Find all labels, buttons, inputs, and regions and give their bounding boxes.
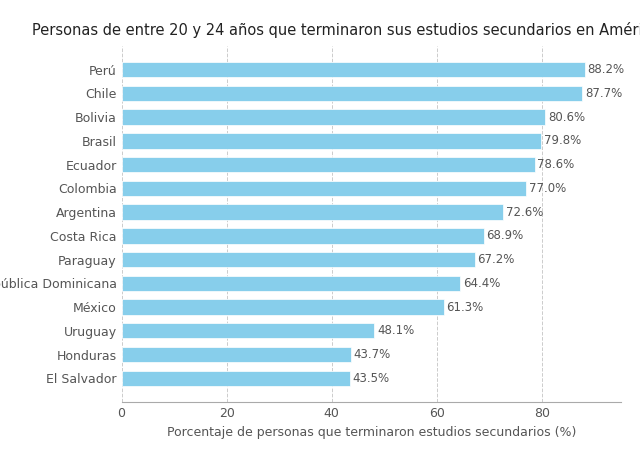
Bar [122,228,484,244]
Bar [122,276,460,291]
Text: 78.6%: 78.6% [537,158,575,171]
Text: 68.9%: 68.9% [486,229,524,242]
Bar [122,252,475,267]
Bar [122,62,585,77]
Text: 72.6%: 72.6% [506,206,543,218]
Bar [122,133,541,149]
Text: 43.7%: 43.7% [354,348,391,361]
Bar [122,323,374,339]
X-axis label: Porcentaje de personas que terminaron estudios secundarios (%): Porcentaje de personas que terminaron es… [166,425,576,439]
Text: 67.2%: 67.2% [477,253,515,266]
Text: 43.5%: 43.5% [353,372,390,385]
Title: Personas de entre 20 y 24 años que terminaron sus estudios secundarios en Améric: Personas de entre 20 y 24 años que termi… [33,21,640,37]
Text: 80.6%: 80.6% [548,111,585,123]
Bar [122,347,351,362]
Bar [122,299,444,315]
Text: 64.4%: 64.4% [463,277,500,290]
Text: 77.0%: 77.0% [529,182,566,195]
Bar [122,204,503,220]
Text: 88.2%: 88.2% [588,63,625,76]
Bar [122,85,582,101]
Text: 79.8%: 79.8% [543,134,581,147]
Bar [122,109,545,125]
Text: 87.7%: 87.7% [585,87,622,100]
Bar [122,181,526,196]
Bar [122,157,534,172]
Text: 61.3%: 61.3% [446,301,484,314]
Bar [122,371,350,386]
Text: 48.1%: 48.1% [377,324,414,337]
